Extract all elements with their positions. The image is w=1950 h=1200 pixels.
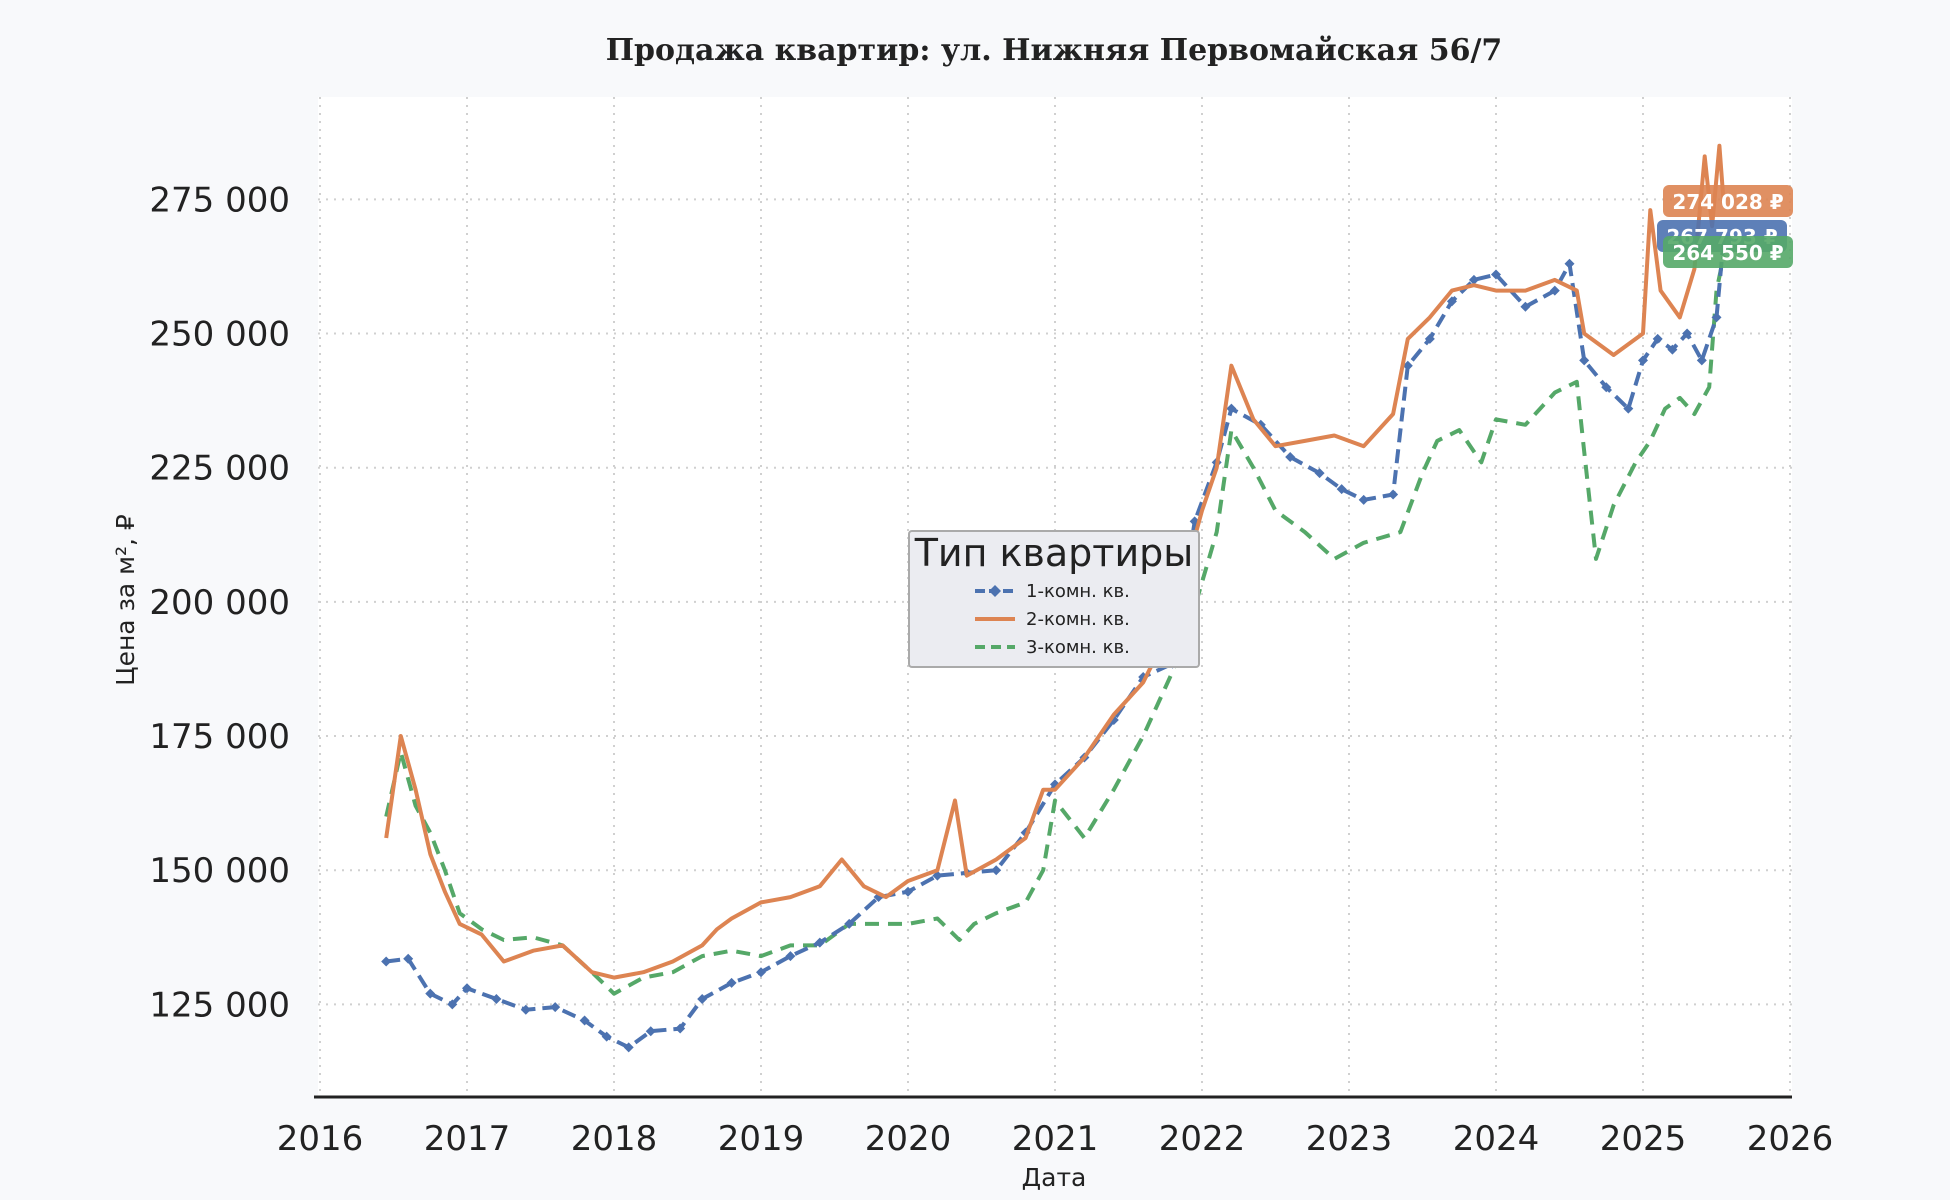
x-tick-label: 2024	[1453, 1119, 1540, 1159]
y-tick-label: 275 000	[149, 180, 290, 220]
y-tick-label: 175 000	[149, 717, 290, 757]
data-point	[1285, 451, 1296, 462]
data-point	[645, 1026, 656, 1037]
data-point	[1682, 328, 1693, 339]
x-tick-labels: 2016 2017 2018 2019 2020 2021 2022 2023 2024 2025…	[277, 1119, 1834, 1159]
legend-box	[908, 530, 1200, 668]
x-tick-label: 2019	[718, 1119, 805, 1159]
data-point	[579, 1015, 590, 1026]
y-tick-label: 225 000	[149, 449, 290, 489]
data-point	[785, 951, 796, 962]
x-tick-label: 2018	[571, 1119, 658, 1159]
legend-label: 1-комн. кв.	[1026, 581, 1130, 602]
data-point	[1424, 333, 1435, 344]
y-axis-label: Цена за м², ₽	[111, 514, 140, 686]
series-3	[384, 254, 1726, 996]
end-label-box	[1663, 185, 1793, 217]
y-tick-label: 150 000	[149, 851, 290, 891]
chart-title: Продажа квартир: ул. Нижняя Первомайская…	[606, 33, 1503, 68]
data-point	[1564, 258, 1575, 269]
data-point	[903, 886, 913, 897]
legend-item-1: 1-комн. кв.	[975, 581, 1130, 602]
x-tick-label: 2023	[1306, 1119, 1393, 1159]
x-tick-label: 2025	[1600, 1119, 1687, 1159]
legend-item-3: 3-комн. кв.	[975, 637, 1130, 658]
data-point	[844, 918, 855, 929]
y-tick-label: 200 000	[149, 583, 290, 623]
data-point	[1314, 468, 1325, 479]
data-point	[1226, 403, 1237, 414]
y-tick-labels: 125 000 150 000 175 000 200 000 225 000 250 0…	[149, 180, 290, 1025]
y-tick-label: 125 000	[149, 985, 290, 1025]
data-point	[1601, 382, 1612, 393]
legend-marker	[989, 585, 1001, 597]
end-label-text: 274 028 ₽	[1672, 190, 1783, 214]
data-point	[756, 967, 766, 978]
x-tick-label: 2017	[424, 1119, 511, 1159]
end-label-3: 264 550 ₽	[1663, 236, 1793, 268]
y-tick-label: 250 000	[149, 315, 290, 355]
data-point	[425, 988, 436, 999]
x-tick-label: 2026	[1747, 1119, 1834, 1159]
legend-title: Тип квартиры	[914, 531, 1194, 575]
data-point	[447, 999, 458, 1010]
x-axis-label: Дата	[1022, 1163, 1087, 1192]
data-point	[1358, 494, 1369, 505]
data-point	[1336, 484, 1347, 495]
data-point	[381, 956, 392, 967]
series-2	[384, 143, 1726, 980]
data-point	[1468, 274, 1479, 285]
series-layer	[381, 143, 1729, 1053]
data-point	[1491, 269, 1501, 280]
end-label-box	[1663, 236, 1793, 268]
data-point	[1549, 285, 1560, 296]
data-point	[1696, 355, 1707, 366]
data-point	[1446, 296, 1457, 307]
legend-items: 1-комн. кв. 2-комн. кв. 3-комн. кв.	[975, 581, 1130, 658]
data-point	[675, 1023, 686, 1034]
end-label-text: 264 550 ₽	[1672, 241, 1783, 265]
legend-label: 2-комн. кв.	[1026, 609, 1130, 630]
data-point	[726, 977, 737, 988]
series-line-2	[384, 143, 1726, 980]
data-point	[1638, 355, 1648, 366]
data-point	[491, 994, 502, 1005]
x-tick-label: 2022	[1159, 1119, 1246, 1159]
data-point	[991, 865, 1002, 876]
end-labels: 274 028 ₽267 793 ₽264 550 ₽	[1657, 185, 1793, 268]
legend-label: 3-комн. кв.	[1026, 637, 1130, 658]
legend-item-2: 2-комн. кв.	[975, 609, 1130, 630]
data-point	[697, 994, 708, 1005]
data-point	[1402, 360, 1413, 371]
data-point	[601, 1031, 612, 1042]
data-point	[550, 1002, 561, 1013]
data-point	[1652, 333, 1663, 344]
data-point	[1520, 301, 1531, 312]
data-point	[1667, 344, 1678, 355]
grid-lines	[318, 97, 1792, 1096]
data-point	[1579, 355, 1590, 366]
data-point	[1388, 489, 1399, 500]
x-tick-label: 2016	[277, 1119, 364, 1159]
legend: Тип квартиры 1-комн. кв. 2-комн. кв. 3-ком…	[908, 530, 1200, 668]
series-line-3	[384, 254, 1726, 996]
data-point	[403, 953, 414, 964]
x-tick-label: 2021	[1012, 1119, 1099, 1159]
data-point	[1623, 403, 1634, 414]
data-point	[623, 1042, 634, 1053]
data-point	[1711, 312, 1722, 323]
data-point	[462, 983, 472, 994]
data-point	[814, 937, 825, 948]
end-label-2: 274 028 ₽	[1663, 185, 1793, 217]
data-point	[520, 1004, 531, 1015]
x-tick-label: 2020	[865, 1119, 952, 1159]
